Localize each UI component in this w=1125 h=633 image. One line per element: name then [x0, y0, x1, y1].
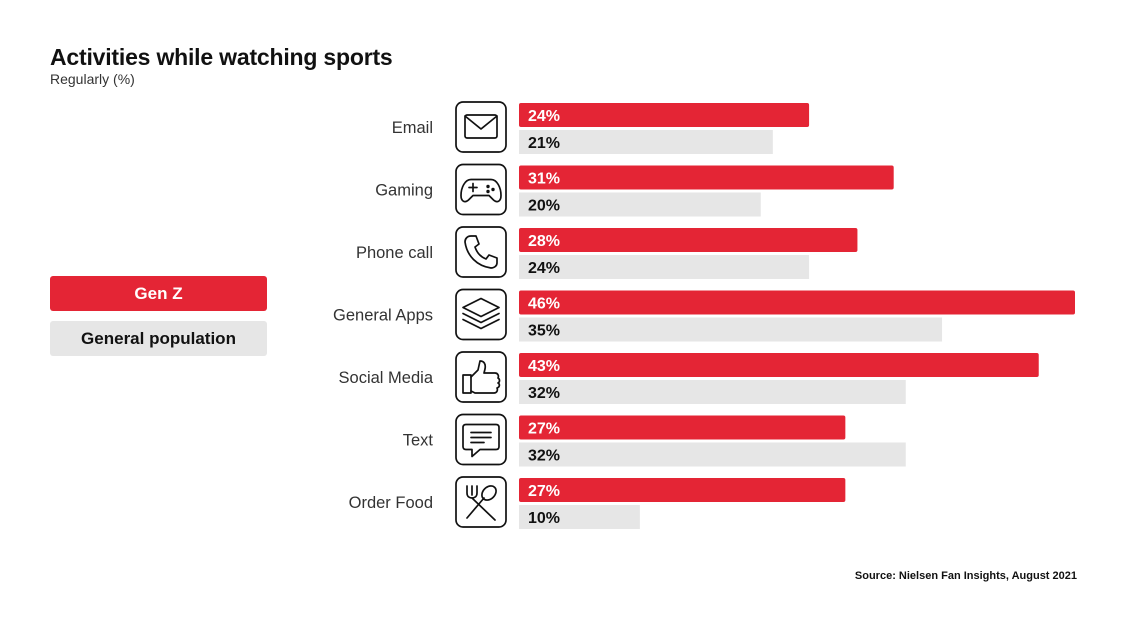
value-label-genz-order-food: 27%: [528, 483, 560, 500]
bar-general-social-media: [519, 380, 906, 404]
value-label-general-social-media: 32%: [528, 385, 560, 402]
value-label-general-phone-call: 24%: [528, 260, 560, 277]
category-label-order-food: Order Food: [349, 494, 433, 512]
fork-spoon-icon: [455, 476, 507, 528]
source-note: Source: Nielsen Fan Insights, August 202…: [854, 570, 1077, 582]
bar-genz-social-media: [519, 353, 1039, 377]
value-label-genz-text: 27%: [528, 421, 560, 438]
thumbs-up-icon: [455, 351, 507, 403]
category-label-phone-call: Phone call: [356, 244, 433, 262]
value-label-genz-general-apps: 46%: [528, 296, 560, 313]
value-label-general-email: 21%: [528, 135, 560, 152]
bar-genz-general-apps: [519, 290, 1075, 315]
value-label-general-order-food: 10%: [528, 510, 560, 527]
value-label-genz-phone-call: 28%: [528, 233, 560, 250]
category-label-gaming: Gaming: [375, 182, 433, 200]
bar-genz-email: [519, 103, 810, 127]
value-label-general-gaming: 20%: [528, 198, 560, 215]
value-label-general-general-apps: 35%: [528, 323, 560, 340]
bar-general-gaming: [519, 192, 761, 217]
category-label-social-media: Social Media: [339, 369, 434, 387]
chart-subtitle: Regularly (%): [50, 71, 135, 87]
bar-genz-phone-call: [519, 228, 858, 252]
value-label-general-text: 32%: [528, 448, 560, 465]
legend-general-population: General population: [50, 321, 267, 356]
gamepad-icon: [455, 163, 507, 216]
bar-genz-order-food: [519, 478, 846, 502]
phone-icon: [455, 226, 507, 278]
category-label-general-apps: General Apps: [333, 307, 433, 325]
layers-icon: [455, 288, 507, 341]
bar-genz-text: [519, 415, 846, 440]
value-label-genz-gaming: 31%: [528, 171, 560, 188]
category-label-text: Text: [403, 432, 434, 450]
chart-title: Activities while watching sports: [50, 44, 393, 70]
chat-icon: [455, 413, 507, 466]
envelope-icon: [455, 101, 507, 153]
bar-genz-gaming: [519, 165, 894, 190]
bar-general-general-apps: [519, 317, 943, 342]
bar-general-text: [519, 442, 906, 467]
value-label-genz-social-media: 43%: [528, 358, 560, 375]
category-label-email: Email: [392, 119, 433, 137]
bar-general-order-food: [519, 505, 640, 529]
value-label-genz-email: 24%: [528, 108, 560, 125]
bar-general-phone-call: [519, 255, 810, 279]
bar-general-email: [519, 130, 773, 154]
legend-gen-z: Gen Z: [50, 276, 267, 311]
